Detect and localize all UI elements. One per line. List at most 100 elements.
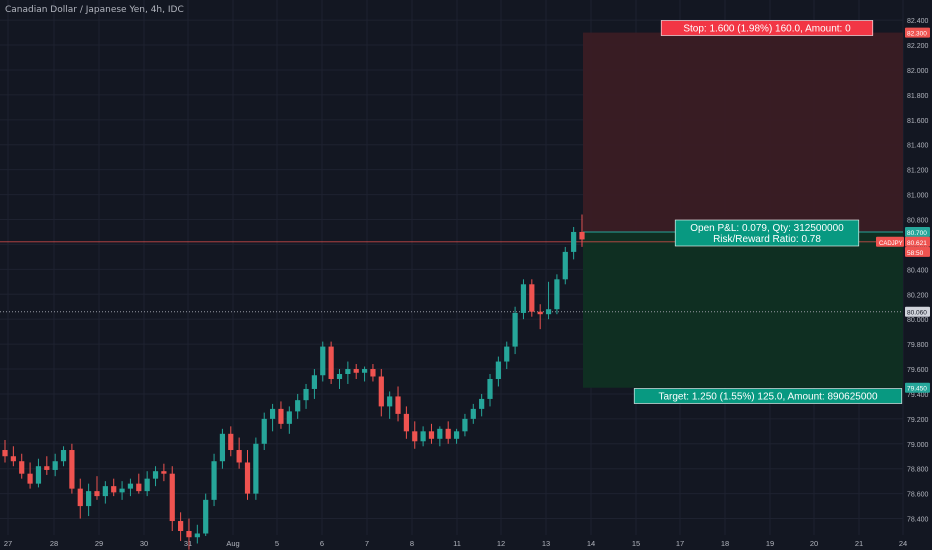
candle-body[interactable] (35, 466, 42, 484)
candle-body[interactable] (211, 461, 217, 500)
candle-body[interactable] (353, 369, 359, 373)
candle-body[interactable] (529, 284, 535, 312)
pnl-label-box[interactable] (674, 219, 860, 247)
y-tick-label: 82.000 (907, 68, 929, 75)
candle-body[interactable] (537, 311, 543, 315)
candle-body[interactable] (77, 488, 83, 507)
candle-body[interactable] (27, 473, 33, 484)
candle-body[interactable] (169, 473, 175, 522)
target-label-text: Target: 1.250 (1.55%) 125.0, Amount: 890… (658, 392, 877, 403)
candle-body[interactable] (161, 471, 167, 474)
candle-body[interactable] (328, 346, 334, 379)
candle-body[interactable] (571, 231, 577, 252)
symbol-tag-label: CADJPY (879, 241, 903, 247)
candle-body[interactable] (219, 433, 226, 462)
x-tick-label: 20 (810, 539, 818, 548)
candle-body[interactable] (504, 346, 510, 362)
candle-body[interactable] (378, 376, 384, 407)
candle-body[interactable] (253, 443, 259, 494)
candle-body[interactable] (445, 428, 451, 439)
candle-body[interactable] (462, 418, 468, 432)
candle-body[interactable] (228, 433, 234, 451)
y-tick-label: 80.800 (907, 218, 929, 225)
candle-body[interactable] (336, 374, 343, 379)
price-tag-label: 82.300 (907, 31, 927, 38)
candle-body[interactable] (136, 483, 142, 492)
candle-body[interactable] (244, 462, 251, 494)
x-tick-label: 31 (184, 539, 192, 548)
candle-body[interactable] (10, 456, 16, 462)
x-tick-label: 5 (275, 539, 279, 548)
candle-body[interactable] (60, 450, 67, 462)
candle-body[interactable] (203, 499, 209, 534)
candle-body[interactable] (261, 418, 267, 444)
candle-body[interactable] (295, 400, 301, 412)
candle-body[interactable] (545, 309, 552, 315)
chart-title: Canadian Dollar / Japanese Yen, 4h, IDC (5, 5, 184, 15)
stop-zone[interactable] (583, 32, 903, 232)
candle-body[interactable] (579, 231, 585, 240)
candle-body[interactable] (562, 251, 568, 280)
y-tick-label: 79.600 (907, 367, 929, 374)
y-tick-label: 78.600 (907, 492, 929, 499)
target-zone[interactable] (583, 231, 903, 388)
candle-body[interactable] (320, 346, 326, 376)
price-tag (905, 236, 930, 247)
candle-body[interactable] (428, 431, 435, 439)
candle-body[interactable] (119, 488, 125, 493)
candle-body[interactable] (420, 431, 426, 442)
candle-body[interactable] (554, 279, 560, 310)
candle-body[interactable] (2, 450, 8, 457)
candle-body[interactable] (152, 471, 159, 479)
candle-body[interactable] (178, 521, 184, 531)
candle-body[interactable] (52, 461, 58, 470)
candle-body[interactable] (437, 428, 443, 439)
candle-body[interactable] (44, 466, 50, 470)
price-tag (905, 246, 930, 257)
y-tick-label: 79.800 (907, 342, 929, 349)
candle-body[interactable] (470, 408, 476, 419)
y-tick-label: 79.000 (907, 442, 929, 449)
candle-body[interactable] (311, 375, 318, 389)
target-label-box[interactable] (633, 388, 903, 404)
candle-body[interactable] (269, 408, 276, 419)
candle-body[interactable] (127, 483, 134, 489)
candle-body[interactable] (144, 478, 150, 492)
candle-body[interactable] (412, 431, 418, 442)
candle-body[interactable] (194, 533, 200, 538)
candle-body[interactable] (69, 450, 75, 489)
price-tag-label: 80.621 (907, 240, 927, 247)
candle-body[interactable] (278, 408, 284, 424)
candle-body[interactable] (361, 369, 368, 373)
candle-body[interactable] (236, 450, 242, 463)
candle-body[interactable] (395, 396, 401, 414)
candle-body[interactable] (19, 461, 25, 474)
candle-body[interactable] (512, 312, 518, 347)
candle-body[interactable] (487, 378, 493, 399)
candle-body[interactable] (186, 531, 192, 538)
candle-body[interactable] (86, 491, 92, 507)
candle-body[interactable] (520, 284, 527, 313)
candle-body[interactable] (479, 398, 485, 409)
candle-body[interactable] (286, 411, 292, 424)
pnl-label-text: Open P&L: 0.079, Qty: 312500000 (690, 223, 844, 234)
candle-body[interactable] (370, 369, 376, 377)
candle-body[interactable] (453, 431, 460, 439)
candle-body[interactable] (403, 413, 409, 432)
price-tag (905, 306, 930, 317)
y-tick-label: 79.200 (907, 417, 929, 424)
candle-body[interactable] (387, 396, 393, 407)
y-tick-label: 81.000 (907, 193, 929, 200)
y-tick-label: 78.800 (907, 467, 929, 474)
stop-label-box[interactable] (660, 20, 874, 36)
candle-body[interactable] (345, 369, 351, 375)
price-tag (905, 226, 930, 237)
candle-body[interactable] (303, 388, 309, 401)
candle-body[interactable] (94, 491, 100, 497)
candle-body[interactable] (495, 361, 501, 379)
candle-body[interactable] (111, 486, 117, 493)
pnl-label-text: Risk/Reward Ratio: 0.78 (713, 234, 821, 245)
candle-body[interactable] (102, 486, 108, 497)
